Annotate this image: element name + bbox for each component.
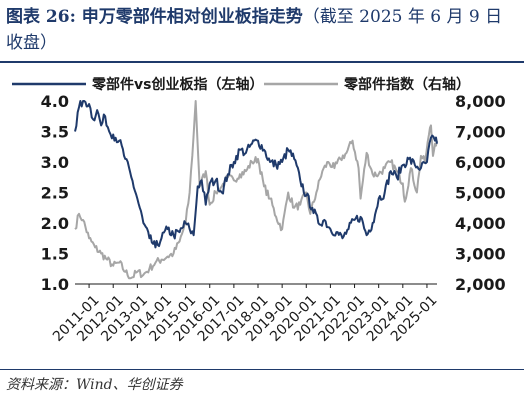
top-rule <box>0 61 524 63</box>
source-note: 资料来源：Wind、华创证券 <box>6 377 183 393</box>
series-line-index <box>74 100 438 280</box>
y-left-tick-label: 3.5 <box>41 123 69 142</box>
y-right-tick-label: 6,000 <box>455 153 506 172</box>
bottom-rule <box>0 369 524 370</box>
y-right-tick-label: 8,000 <box>455 92 506 111</box>
legend-label-index: 零部件指数（右轴） <box>343 76 470 93</box>
chart-title-date-range: （截至 2025 年 6 月 9 日收盘） <box>6 7 503 53</box>
series-line-ratio <box>74 100 438 249</box>
y-left-tick-label: 1.5 <box>41 245 69 264</box>
y-left-tick-label: 2.5 <box>41 184 69 203</box>
y-right-tick-label: 7,000 <box>455 123 506 142</box>
chart-title-block: 图表 26: 申万零部件相对创业板指走势（截至 2025 年 6 月 9 日收盘… <box>6 4 518 56</box>
y-left-tick-label: 2.0 <box>41 214 69 233</box>
y-right-tick-label: 4,000 <box>455 214 506 233</box>
y-right-tick-label: 2,000 <box>455 275 506 294</box>
y-right-tick-label: 5,000 <box>455 184 506 203</box>
legend-label-ratio: 零部件vs创业板指（左轴） <box>91 76 263 93</box>
y-left-tick-label: 1.0 <box>41 275 69 294</box>
chart-title: 图表 26: 申万零部件相对创业板指走势 <box>6 7 303 27</box>
y-left-tick-label: 4.0 <box>41 92 69 111</box>
y-right-tick-label: 3,000 <box>455 245 506 264</box>
y-left-tick-label: 3.0 <box>41 153 69 172</box>
